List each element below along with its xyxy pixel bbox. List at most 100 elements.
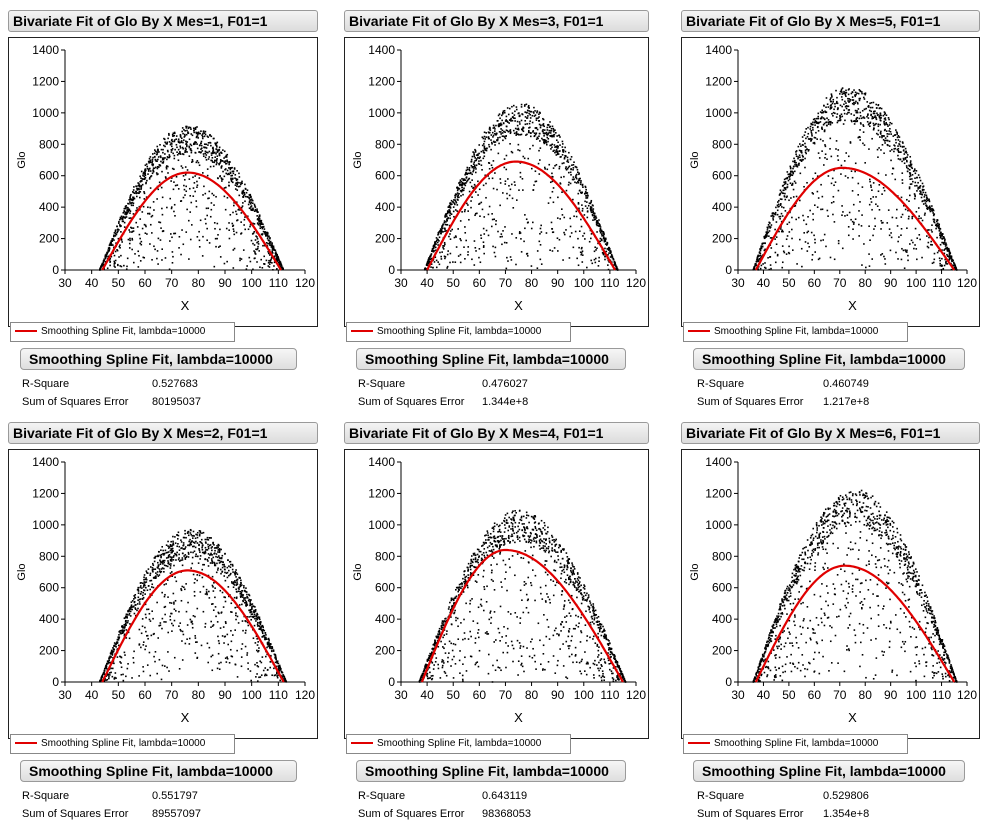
data-point	[153, 152, 156, 155]
data-point	[921, 188, 924, 191]
data-point	[481, 168, 483, 171]
data-point	[177, 543, 179, 545]
data-point	[923, 199, 926, 202]
data-point	[460, 180, 463, 183]
data-point	[139, 586, 141, 589]
data-point	[907, 254, 909, 257]
data-point	[428, 260, 431, 262]
data-point	[447, 210, 450, 213]
data-point	[552, 187, 555, 189]
data-point	[908, 169, 911, 171]
scatter-plot[interactable]: 30 40 50 60 70 80 90 100 110 12002004006008001000…	[9, 450, 317, 738]
data-point	[459, 190, 462, 192]
fit-report-header[interactable]: Smoothing Spline Fit, lambda=10000	[20, 348, 297, 370]
data-point	[215, 245, 217, 248]
data-point	[163, 552, 166, 555]
data-point	[484, 174, 487, 177]
data-point	[927, 241, 930, 244]
data-point	[862, 124, 864, 126]
data-point	[110, 656, 113, 658]
data-point	[522, 189, 524, 191]
data-point	[190, 201, 193, 204]
data-point	[130, 198, 133, 201]
data-point	[765, 233, 767, 236]
data-point	[161, 560, 164, 563]
data-point	[118, 245, 121, 248]
scatter-plot[interactable]: 30 40 50 60 70 80 90 100 110 12002004006008001000…	[9, 38, 317, 326]
data-point	[201, 134, 203, 137]
data-point	[885, 174, 887, 176]
data-point	[468, 169, 471, 172]
data-point	[436, 238, 439, 240]
data-point	[219, 561, 222, 563]
fit-report-header[interactable]: Smoothing Spline Fit, lambda=10000	[356, 348, 626, 370]
data-point	[844, 105, 847, 108]
data-point	[104, 257, 107, 260]
panel-title[interactable]: Bivariate Fit of Glo By X Mes=1, F01=1	[8, 10, 318, 32]
data-point	[559, 182, 562, 184]
data-point	[475, 168, 477, 170]
data-point	[561, 214, 564, 216]
data-point	[574, 176, 577, 178]
data-point	[477, 194, 479, 196]
data-point	[511, 119, 514, 122]
data-point	[784, 192, 786, 195]
data-point	[832, 201, 835, 203]
data-point	[140, 240, 143, 243]
data-point	[811, 192, 814, 194]
r-square-value: 0.476027	[482, 378, 528, 390]
data-point	[510, 150, 513, 153]
data-point	[520, 119, 523, 122]
panel-title[interactable]: Bivariate Fit of Glo By X Mes=2, F01=1	[8, 422, 318, 444]
data-point	[539, 232, 541, 235]
scatter-plot[interactable]: 30 40 50 60 70 80 90 100 110 12002004006008001000…	[682, 38, 979, 326]
panel-title[interactable]: Bivariate Fit of Glo By X Mes=5, F01=1	[681, 10, 980, 32]
panel-title[interactable]: Bivariate Fit of Glo By X Mes=3, F01=1	[344, 10, 649, 32]
data-point	[763, 266, 766, 269]
data-point	[495, 134, 497, 136]
bivariate-panel-mes1: Bivariate Fit of Glo By X Mes=1, F01=1 3…	[8, 10, 318, 412]
data-point	[183, 139, 185, 141]
data-point	[848, 211, 851, 214]
data-point	[246, 597, 249, 599]
data-point	[144, 177, 146, 180]
data-point	[830, 94, 833, 97]
data-point	[152, 564, 155, 567]
data-point	[816, 206, 819, 209]
data-point	[128, 614, 130, 616]
data-point	[505, 241, 508, 244]
fit-report-header[interactable]: Smoothing Spline Fit, lambda=10000	[693, 348, 965, 370]
data-point	[574, 181, 576, 184]
data-point	[217, 652, 220, 655]
data-point	[218, 548, 220, 550]
data-point	[775, 221, 778, 223]
data-point	[945, 247, 947, 250]
data-point	[473, 183, 476, 186]
data-point	[532, 221, 534, 224]
data-point	[835, 116, 838, 118]
data-point	[473, 155, 476, 158]
data-point	[230, 180, 233, 183]
data-point	[875, 116, 877, 119]
data-point	[222, 561, 224, 564]
data-point	[530, 132, 532, 134]
data-point	[493, 140, 495, 143]
data-point	[948, 255, 951, 258]
data-point	[871, 117, 874, 120]
data-point	[269, 666, 272, 669]
data-point	[836, 102, 839, 105]
x-tick-label: 30	[394, 276, 408, 290]
data-point	[869, 122, 871, 124]
data-point	[756, 256, 759, 259]
data-point	[259, 220, 261, 223]
data-point	[199, 558, 201, 560]
data-point	[110, 667, 112, 670]
data-point	[511, 197, 514, 200]
data-point	[867, 105, 869, 108]
data-point	[474, 191, 477, 193]
data-point	[781, 215, 784, 217]
data-point	[242, 629, 244, 632]
scatter-plot[interactable]: 30 40 50 60 70 80 90 100 110 12002004006008001000…	[345, 38, 648, 326]
data-point	[568, 181, 570, 184]
data-point	[190, 224, 193, 226]
